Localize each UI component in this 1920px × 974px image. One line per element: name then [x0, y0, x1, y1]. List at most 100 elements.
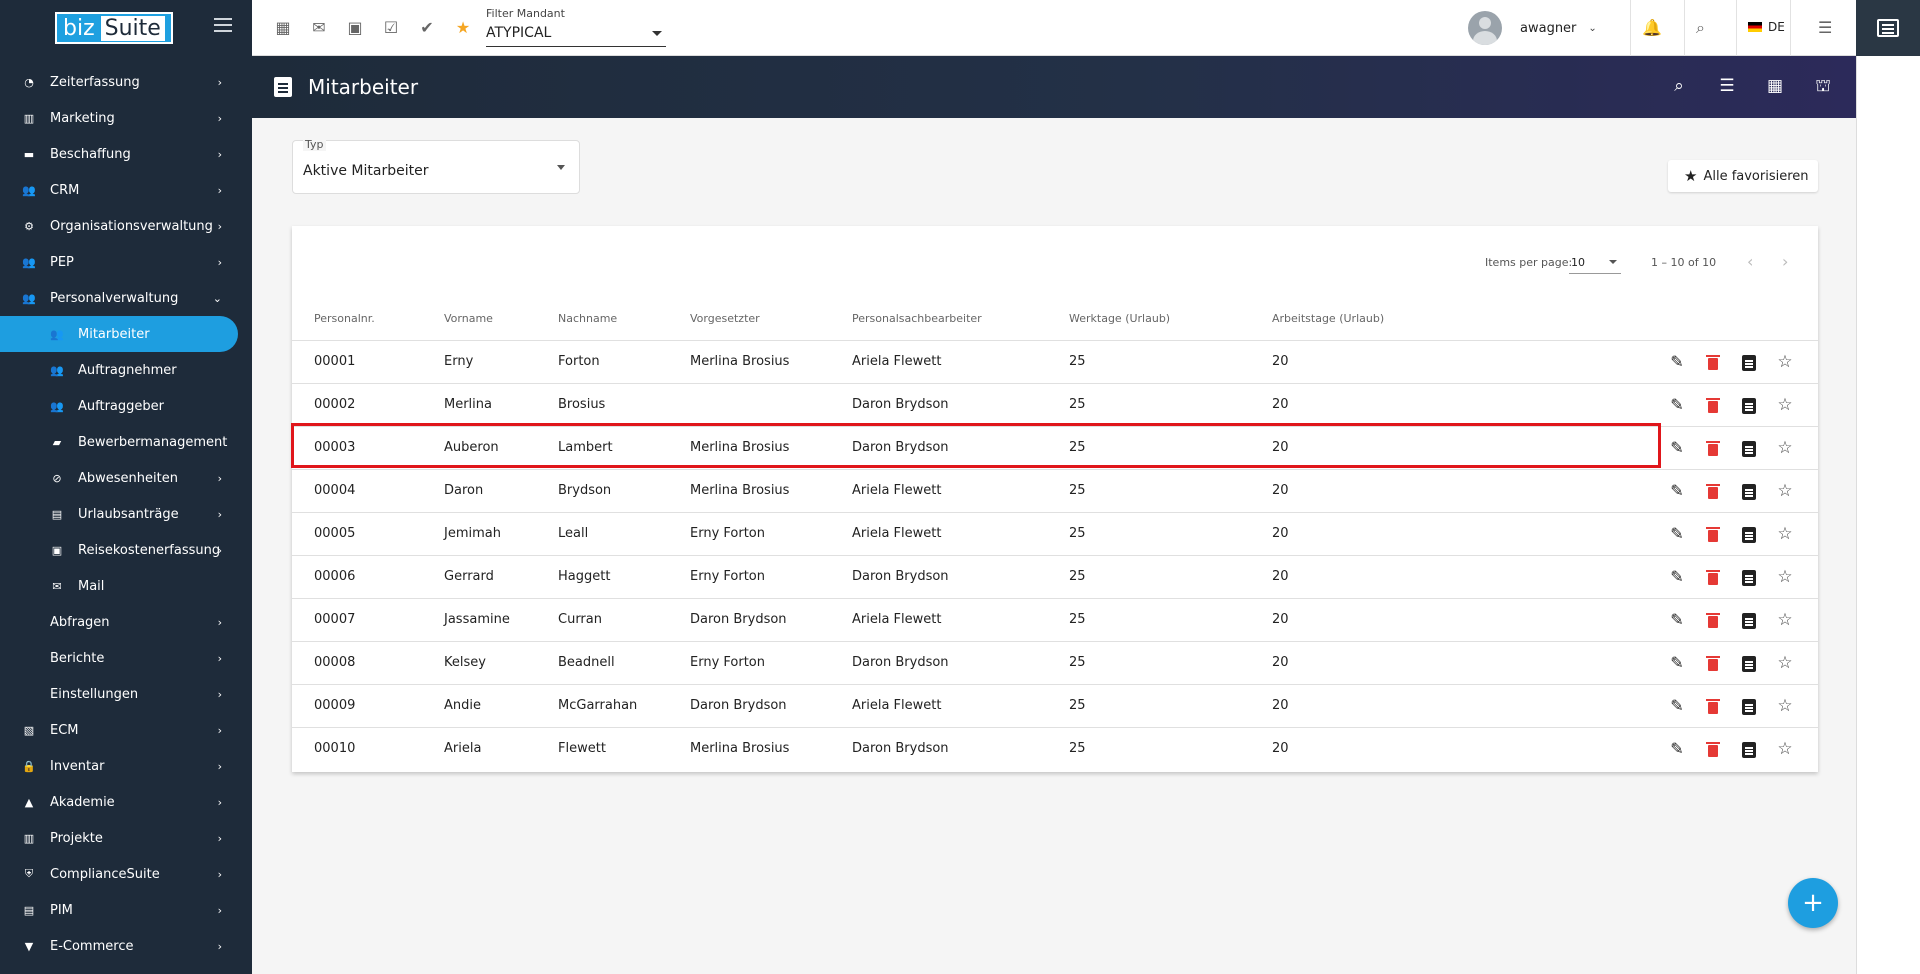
previous-page-icon[interactable]: ‹: [1747, 252, 1754, 271]
sidebar-item[interactable]: ✉ Mail: [0, 568, 252, 604]
sidebar-item[interactable]: 👥 CRM ›: [0, 172, 252, 208]
star-outline-icon[interactable]: ☆: [1777, 351, 1793, 372]
sidebar-item[interactable]: 👥 Personalverwaltung ⌄: [0, 280, 252, 316]
delete-icon[interactable]: [1704, 611, 1722, 629]
sidebar-item[interactable]: 👥 Auftraggeber: [0, 388, 252, 424]
sidebar-item[interactable]: Einstellungen ›: [0, 676, 252, 712]
clipboard-icon[interactable]: [1740, 525, 1758, 543]
table-row[interactable]: 00010 Ariela Flewett Merlina Brosius Daron B…: [292, 727, 1818, 770]
edit-icon[interactable]: ✎: [1670, 738, 1684, 758]
table-row[interactable]: 00001 Erny Forton Merlina Brosius Ariela Fle…: [292, 340, 1818, 383]
user-menu[interactable]: awagner ⌄: [1468, 0, 1597, 56]
app-logo[interactable]: biz Suite: [55, 12, 173, 44]
chat-button[interactable]: [1856, 0, 1920, 56]
clipboard-icon[interactable]: [1740, 654, 1758, 672]
sidebar-item[interactable]: 👥 Auftragnehmer: [0, 352, 252, 388]
table-row[interactable]: 00002 Merlina Brosius Daron Brydson 25 20 ✎ ☆: [292, 383, 1818, 426]
edit-icon[interactable]: ✎: [1670, 566, 1684, 586]
delete-icon[interactable]: [1704, 396, 1722, 414]
favorite-all-button[interactable]: ★ Alle favorisieren: [1668, 160, 1818, 192]
clipboard-icon[interactable]: [1740, 396, 1758, 414]
star-outline-icon[interactable]: ☆: [1777, 437, 1793, 458]
delete-icon[interactable]: [1704, 654, 1722, 672]
table-row[interactable]: 00005 Jemimah Leall Erny Forton Ariela Flewe…: [292, 512, 1818, 555]
table-row[interactable]: 00003 Auberon Lambert Merlina Brosius Daron …: [292, 426, 1818, 469]
clipboard-icon[interactable]: [1740, 439, 1758, 457]
mail-icon[interactable]: ✉: [312, 18, 326, 37]
clipboard-icon[interactable]: [1740, 568, 1758, 586]
clipboard-icon[interactable]: [1740, 697, 1758, 715]
sidebar-item[interactable]: ▣ Reisekostenerfassung ›: [0, 532, 252, 568]
next-page-icon[interactable]: ›: [1782, 252, 1789, 271]
sidebar-item[interactable]: ▼ E-Commerce ›: [0, 928, 252, 964]
sidebar-item[interactable]: ▧ ECM ›: [0, 712, 252, 748]
sidebar-item[interactable]: ▤ PIM ›: [0, 892, 252, 928]
column-header[interactable]: Vorname: [444, 298, 558, 341]
column-header[interactable]: Werktage (Urlaub): [1069, 298, 1272, 341]
star-outline-icon[interactable]: ☆: [1777, 523, 1793, 544]
table-row[interactable]: 00008 Kelsey Beadnell Erny Forton Daron Bryd…: [292, 641, 1818, 684]
edit-icon[interactable]: ✎: [1670, 523, 1684, 543]
sidebar-item[interactable]: Abfragen ›: [0, 604, 252, 640]
delete-icon[interactable]: [1704, 568, 1722, 586]
table-row[interactable]: 00004 Daron Brydson Merlina Brosius Ariela F…: [292, 469, 1818, 512]
star-outline-icon[interactable]: ☆: [1777, 738, 1793, 759]
sidebar-item[interactable]: ⛨ ComplianceSuite ›: [0, 856, 252, 892]
type-select[interactable]: Typ Aktive Mitarbeiter: [292, 138, 580, 194]
edit-icon[interactable]: ✎: [1670, 480, 1684, 500]
star-outline-icon[interactable]: ☆: [1777, 695, 1793, 716]
clipboard-icon[interactable]: [1740, 353, 1758, 371]
org-chart-icon[interactable]: ⛫: [1815, 76, 1831, 96]
table-row[interactable]: 00009 Andie McGarrahan Daron Brydson Ariela …: [292, 684, 1818, 727]
checkbox-icon[interactable]: ☑: [383, 18, 399, 37]
star-icon[interactable]: ★: [455, 18, 471, 37]
contact-icon[interactable]: ▣: [347, 18, 363, 37]
column-header[interactable]: Nachname: [558, 298, 690, 341]
edit-icon[interactable]: ✎: [1670, 437, 1684, 457]
column-header[interactable]: Arbeitstage (Urlaub): [1272, 298, 1507, 341]
delete-icon[interactable]: [1704, 525, 1722, 543]
sidebar-item[interactable]: ▬ Beschaffung ›: [0, 136, 252, 172]
sidebar-item[interactable]: ▥ Marketing ›: [0, 100, 252, 136]
edit-icon[interactable]: ✎: [1670, 351, 1684, 371]
sidebar-item[interactable]: Berichte ›: [0, 640, 252, 676]
star-outline-icon[interactable]: ☆: [1777, 394, 1793, 415]
edit-icon[interactable]: ✎: [1670, 652, 1684, 672]
delete-icon[interactable]: [1704, 697, 1722, 715]
sidebar-item[interactable]: 👥 PEP ›: [0, 244, 252, 280]
sidebar-item[interactable]: ▰ Bewerbermanagement: [0, 424, 252, 460]
sidebar-item[interactable]: 👥 Mitarbeiter: [0, 316, 238, 352]
sidebar-item[interactable]: ⊘ Abwesenheiten ›: [0, 460, 252, 496]
page-size-select[interactable]: 10: [1569, 252, 1621, 274]
clipboard-icon[interactable]: [1740, 482, 1758, 500]
star-outline-icon[interactable]: ☆: [1777, 480, 1793, 501]
edit-icon[interactable]: ✎: [1670, 609, 1684, 629]
bell-icon[interactable]: 🔔: [1642, 18, 1662, 37]
delete-icon[interactable]: [1704, 353, 1722, 371]
edit-icon[interactable]: ✎: [1670, 695, 1684, 715]
edit-icon[interactable]: ✎: [1670, 394, 1684, 414]
search-icon[interactable]: ⌕: [1696, 18, 1705, 37]
sidebar-item[interactable]: ⚙ Organisationsverwaltung ›: [0, 208, 252, 244]
grid-view-icon[interactable]: ▦: [1766, 76, 1784, 96]
column-header[interactable]: Personalsachbearbeiter: [852, 298, 1069, 341]
sidebar-item[interactable]: ▥ Projekte ›: [0, 820, 252, 856]
sidebar-item[interactable]: 🔒 Inventar ›: [0, 748, 252, 784]
search-icon[interactable]: ⌕: [1674, 76, 1684, 96]
table-row[interactable]: 00006 Gerrard Haggett Erny Forton Daron Bryd…: [292, 555, 1818, 598]
delete-icon[interactable]: [1704, 740, 1722, 758]
calendar-icon[interactable]: ▦: [275, 18, 291, 37]
list-view-icon[interactable]: ☰: [1719, 76, 1735, 96]
sidebar-item[interactable]: ◔ Zeiterfassung ›: [0, 64, 252, 100]
delete-icon[interactable]: [1704, 439, 1722, 457]
star-outline-icon[interactable]: ☆: [1777, 566, 1793, 587]
menu-toggle-icon[interactable]: [214, 18, 232, 32]
sidebar-item[interactable]: ▲ Akademie ›: [0, 784, 252, 820]
star-outline-icon[interactable]: ☆: [1777, 609, 1793, 630]
table-row[interactable]: 00007 Jassamine Curran Daron Brydson Ariela …: [292, 598, 1818, 641]
clipboard-icon[interactable]: [1740, 611, 1758, 629]
sidebar-item[interactable]: ▤ Urlaubsanträge ›: [0, 496, 252, 532]
filter-mandant-select[interactable]: Filter Mandant ATYPICAL: [486, 7, 666, 49]
column-header[interactable]: Personalnr.: [292, 298, 444, 341]
done-all-icon[interactable]: ✔: [420, 18, 434, 37]
